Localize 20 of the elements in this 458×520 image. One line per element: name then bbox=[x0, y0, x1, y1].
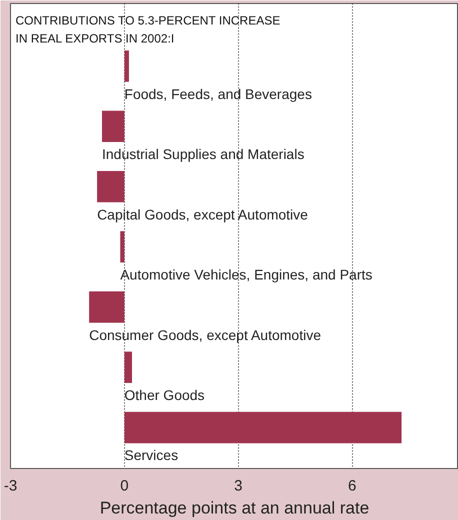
x-tick-label: 0 bbox=[120, 478, 129, 494]
bar bbox=[102, 110, 124, 142]
chart-title: CONTRIBUTIONS TO 5.3-PERCENT INCREASE IN REAL EXPORTS IN 2002:I bbox=[16, 14, 280, 46]
bar bbox=[124, 50, 129, 82]
y-tick-label: Services bbox=[124, 447, 178, 464]
bar bbox=[89, 291, 124, 323]
bar bbox=[124, 352, 132, 383]
y-tick-label: Capital Goods, except Automotive bbox=[97, 206, 308, 222]
x-tick-label: 6 bbox=[348, 478, 356, 494]
x-tick-label: -3 bbox=[4, 478, 18, 494]
y-tick-label: Industrial Supplies and Materials bbox=[102, 146, 304, 162]
x-tick-label: 3 bbox=[234, 478, 242, 494]
bar bbox=[124, 412, 402, 444]
y-tick-label: Consumer Goods, except Automotive bbox=[89, 326, 322, 343]
bar bbox=[97, 170, 124, 202]
x-axis-title: Percentage points at an annual rate bbox=[100, 498, 370, 518]
y-tick-label: Foods, Feeds, and Beverages bbox=[124, 86, 312, 102]
bar bbox=[120, 231, 124, 263]
y-tick-label: Automotive Vehicles, Engines, and Parts bbox=[120, 266, 372, 283]
y-tick-label: Other Goods bbox=[124, 387, 205, 404]
